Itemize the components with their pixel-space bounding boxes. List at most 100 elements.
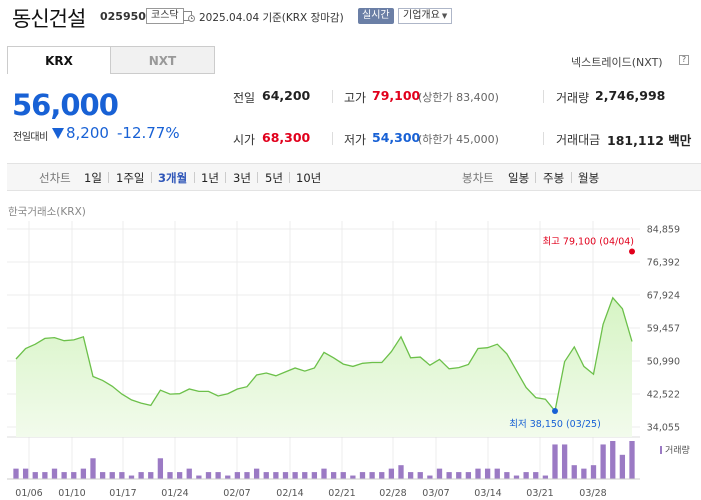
volume-bar — [167, 472, 173, 479]
period-3m[interactable]: 3개월 — [158, 171, 188, 185]
price-area — [16, 297, 632, 437]
y-tick-label: 76,392 — [647, 258, 680, 269]
price-line — [15, 296, 633, 413]
down-triangle-icon — [52, 128, 64, 139]
x-tick-label: 03/07 — [422, 488, 449, 499]
volume-bar — [128, 475, 135, 479]
period-1d[interactable]: 1일 — [84, 171, 102, 185]
period-1w[interactable]: 1주일 — [116, 171, 145, 185]
volume-bar — [157, 458, 164, 479]
volume-bar — [523, 472, 529, 479]
tab-nxt[interactable]: NXT — [110, 46, 215, 74]
volume-label: 거래량 — [556, 91, 590, 105]
chart-source: 한국거래소(KRX) — [8, 206, 86, 218]
volume-bar — [542, 475, 549, 479]
line-chart-label[interactable]: 선차트 — [39, 171, 71, 185]
x-tick-label: 03/28 — [579, 488, 606, 499]
help-icon[interactable]: ? — [679, 55, 689, 65]
x-tick-label: 02/21 — [328, 488, 355, 499]
y-tick-label: 50,990 — [647, 357, 680, 368]
low-label: 저가 — [344, 133, 367, 147]
volume-bar — [196, 475, 202, 479]
period-5y[interactable]: 5년 — [265, 171, 283, 185]
period-10y[interactable]: 10년 — [296, 171, 322, 185]
volume-bar — [590, 465, 597, 479]
volume-legend-label: 거래량 — [665, 444, 690, 456]
divider — [332, 90, 333, 103]
tab-krx[interactable]: KRX — [7, 46, 111, 74]
change-label: 전일대비 — [13, 132, 48, 143]
period-1y[interactable]: 1년 — [201, 171, 219, 185]
y-tick-label: 34,055 — [647, 423, 680, 434]
divider — [225, 172, 226, 183]
volume-bar — [398, 465, 404, 479]
candle-chart-label[interactable]: 봉차트 — [462, 171, 494, 185]
volume-bar — [407, 472, 414, 479]
volume-bar — [186, 468, 192, 479]
x-tick-label: 02/07 — [223, 488, 250, 499]
high-marker-label: 최고 79,100 (04/04) — [542, 236, 634, 247]
date-basis: 2025.04.04 기준(KRX 장마감) — [199, 12, 344, 24]
candle-weekly[interactable]: 주봉 — [543, 171, 565, 185]
volume-bar — [456, 472, 462, 479]
candle-monthly[interactable]: 월봉 — [578, 171, 600, 185]
volume-bar — [484, 468, 491, 479]
y-tick-label: 67,924 — [647, 291, 680, 302]
volume-legend-swatch — [660, 446, 662, 454]
volume-bar — [533, 472, 539, 479]
calendar-clock-icon — [183, 11, 195, 22]
volume-bar — [552, 444, 558, 479]
volume-bar — [379, 472, 385, 479]
divider — [257, 172, 258, 183]
volume-bar — [292, 472, 298, 479]
low-value: 54,300 — [372, 130, 421, 145]
candle-daily[interactable]: 일봉 — [508, 171, 530, 185]
high-marker-dot — [629, 248, 635, 255]
volume-bar — [475, 468, 481, 479]
price-chart[interactable]: 84,859 76,392 67,924 59,457 50,990 42,522 34,0… — [0, 220, 701, 500]
volume-bar — [282, 472, 289, 479]
volume-bar — [571, 465, 577, 479]
volume-bar — [302, 472, 308, 479]
realtime-button[interactable]: 실시간 — [358, 8, 394, 24]
volume-bar — [253, 468, 260, 479]
nextrade-link[interactable]: 넥스트레이드(NXT) — [571, 56, 663, 69]
volume-bar — [388, 468, 395, 479]
divider — [151, 172, 152, 183]
x-tick-label: 03/14 — [474, 488, 501, 499]
volume-bar — [225, 475, 231, 479]
company-overview-button[interactable]: 기업개요 ▼ — [398, 8, 453, 24]
y-tick-label: 42,522 — [647, 390, 680, 401]
current-price: 56,000 — [12, 88, 119, 122]
volume-value: 2,746,998 — [595, 88, 666, 103]
amount-label: 거래대금 — [556, 133, 601, 147]
volume-bar — [148, 472, 154, 479]
amount-value: 181,112 백만 — [607, 133, 692, 148]
x-tick-label: 03/21 — [526, 488, 553, 499]
volume-bar — [436, 468, 443, 479]
market-badge: 코스닥 — [146, 8, 184, 24]
volume-bar — [176, 472, 183, 479]
divider — [543, 90, 544, 103]
volume-bar — [61, 472, 67, 479]
open-value: 68,300 — [262, 130, 311, 145]
x-tick-label: 01/10 — [58, 488, 85, 499]
period-3y[interactable]: 3년 — [233, 171, 251, 185]
volume-bar — [350, 475, 356, 479]
divider — [571, 172, 572, 183]
volume-bar — [273, 472, 279, 479]
company-overview-label: 기업개요 — [403, 10, 440, 21]
volume-bar — [22, 468, 29, 479]
volume-bar — [629, 441, 635, 479]
period-bar — [7, 163, 701, 191]
x-tick-label: 01/24 — [161, 488, 188, 499]
volume-bar — [215, 472, 221, 479]
divider — [543, 132, 544, 145]
volume-bar — [234, 472, 241, 479]
prev-close-label: 전일 — [233, 91, 256, 105]
high-label: 고가 — [344, 91, 367, 105]
open-label: 시가 — [233, 133, 256, 147]
volume-bar — [330, 472, 337, 479]
x-tick-label: 01/17 — [109, 488, 136, 499]
volume-bar — [610, 441, 616, 479]
